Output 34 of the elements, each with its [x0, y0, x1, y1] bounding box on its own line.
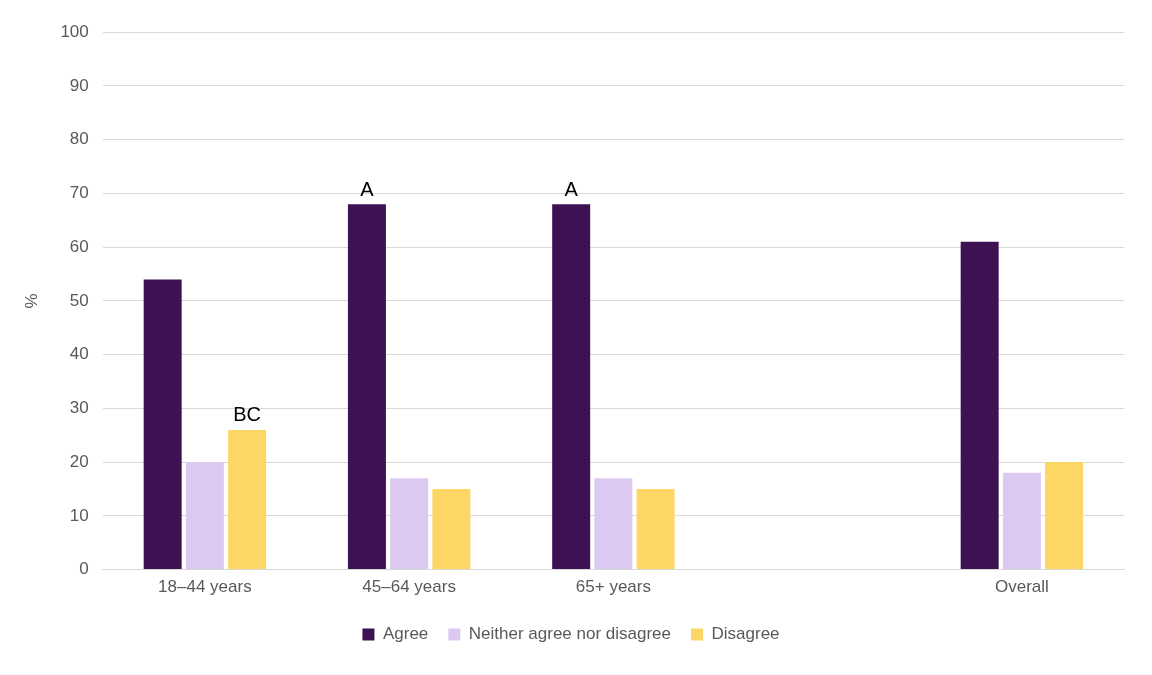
y-tick-label: 20: [69, 451, 89, 471]
bar: [960, 241, 999, 570]
x-tick-label: Overall: [994, 577, 1049, 597]
y-tick-label: 0: [79, 559, 89, 579]
bar: [594, 478, 633, 570]
x-tick-label: 65+ years: [575, 577, 651, 597]
bar: [1045, 462, 1084, 570]
bar: [143, 279, 182, 570]
bar: [185, 462, 224, 570]
x-tick-label: 45–64 years: [362, 577, 456, 597]
legend-label: Disagree: [711, 624, 780, 644]
bar: [636, 488, 675, 570]
legend-label: Agree: [382, 624, 429, 644]
y-tick-label: 10: [69, 505, 89, 525]
y-tick-label: 80: [69, 129, 89, 149]
data-label: A: [564, 177, 579, 200]
y-tick-label: 100: [60, 21, 89, 41]
y-tick-label: 90: [69, 75, 89, 95]
legend-label: Neither agree nor disagree: [468, 624, 672, 644]
y-tick-label: 70: [69, 183, 89, 203]
bar: [228, 429, 267, 570]
bar: [552, 204, 591, 570]
data-label: A: [360, 177, 375, 200]
y-tick-label: 30: [69, 398, 89, 418]
y-axis-title: %: [21, 293, 41, 309]
bar: [390, 478, 429, 570]
x-tick-label: 18–44 years: [158, 577, 252, 597]
y-tick-label: 50: [69, 290, 89, 310]
bar: [432, 488, 471, 570]
bar: [347, 204, 386, 570]
bar: [1002, 472, 1041, 570]
y-tick-label: 40: [69, 344, 89, 364]
y-tick-label: 60: [69, 236, 89, 256]
data-label: BC: [233, 403, 261, 426]
